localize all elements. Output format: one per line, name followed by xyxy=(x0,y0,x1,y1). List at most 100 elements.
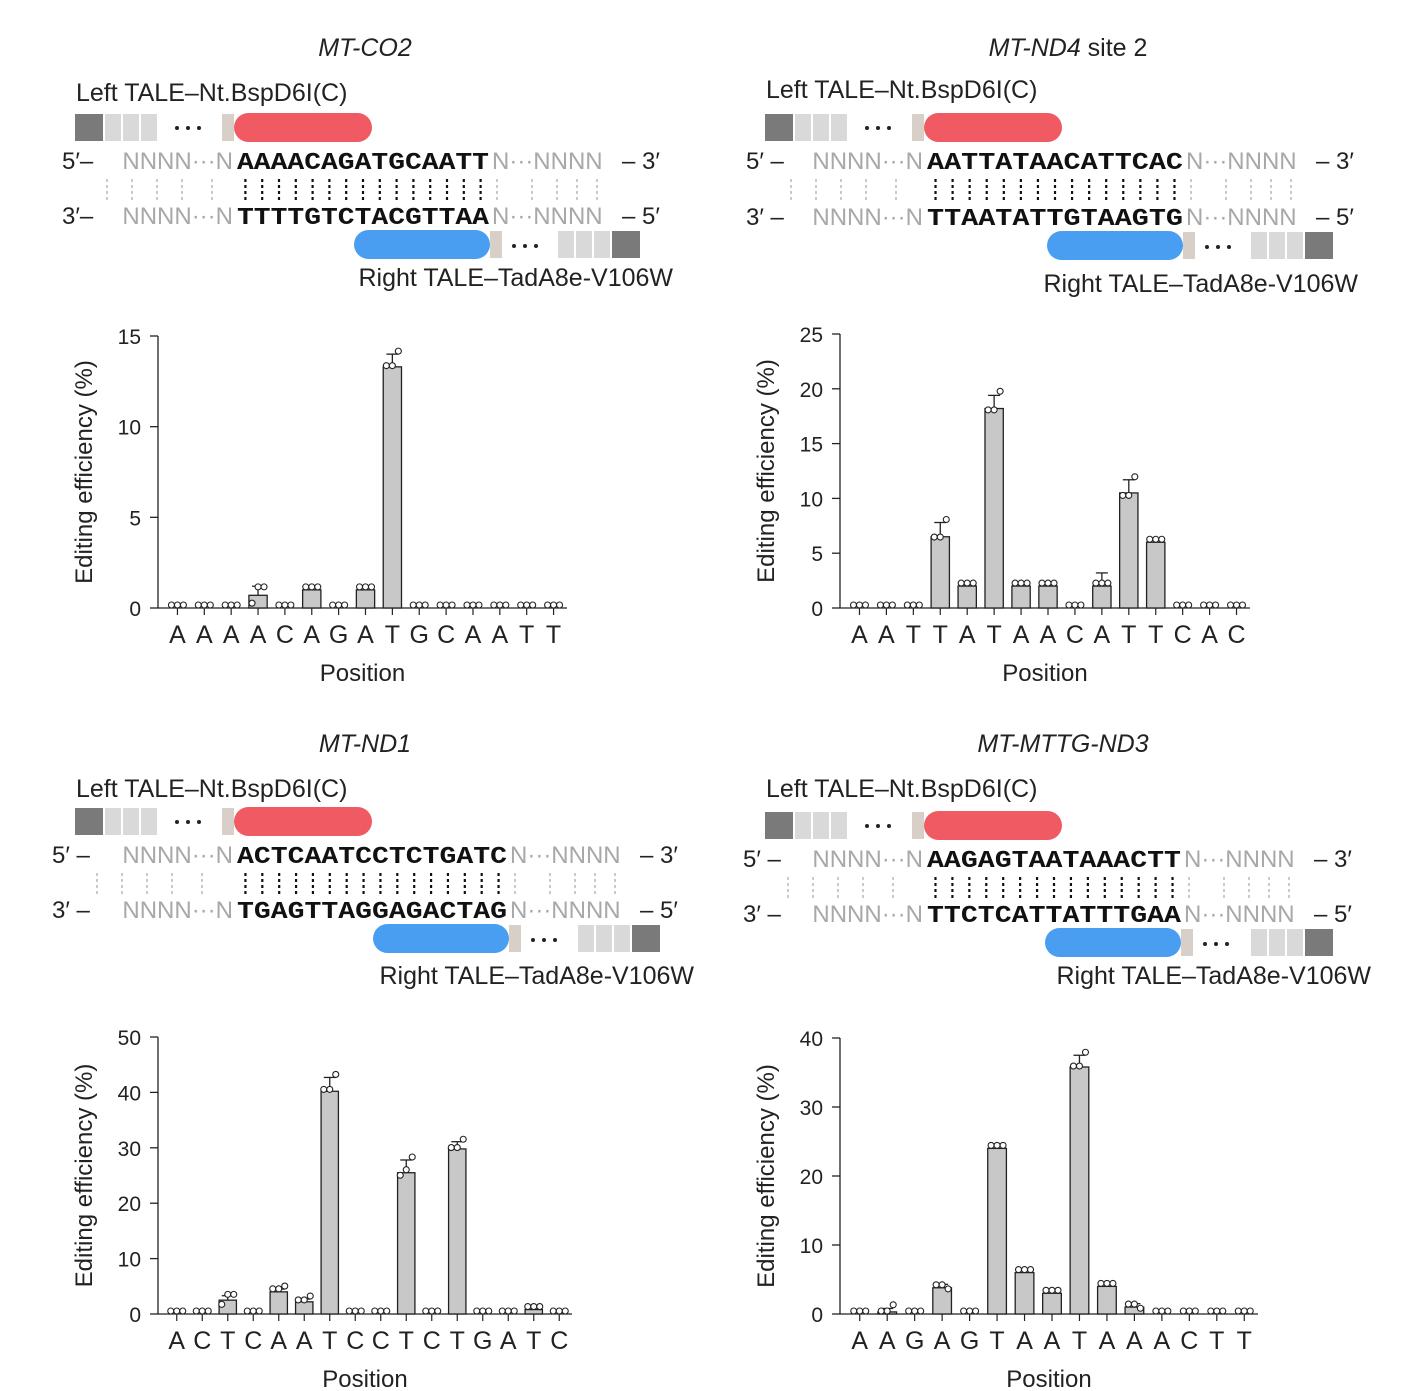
replicate-point xyxy=(1146,535,1154,543)
replicate-point xyxy=(167,601,175,609)
replicate-point xyxy=(1014,1266,1023,1274)
replicate-point xyxy=(1125,491,1133,499)
replicate-point xyxy=(969,579,977,587)
y-tick-label: 0 xyxy=(811,1304,823,1327)
replicate-point xyxy=(987,1141,995,1149)
x-tick-label: C xyxy=(193,1327,211,1355)
bottom-strand-sequence: TTAATATTGTAAGTG xyxy=(927,206,1183,233)
y-tick-label: 10 xyxy=(800,1235,823,1258)
replicate-point xyxy=(862,1307,870,1315)
y-tick-label: 5 xyxy=(811,543,823,566)
replicate-point xyxy=(856,1307,864,1315)
left-repeat-block xyxy=(813,114,829,141)
x-tick-label: A xyxy=(223,621,240,649)
bar xyxy=(396,1172,416,1315)
replicate-point xyxy=(1109,1279,1117,1287)
x-tick-label: A xyxy=(196,621,213,649)
flank-left-top: NNNN···N xyxy=(812,846,923,873)
replicate-point xyxy=(1212,601,1220,609)
replicate-point xyxy=(367,583,376,591)
right-repeat-block xyxy=(1287,929,1303,956)
right-repeat-block xyxy=(1287,232,1303,259)
strand-3prime-left: 3′ – xyxy=(743,901,782,928)
replicate-point xyxy=(850,1307,858,1315)
flank-left-top: NNNN···N xyxy=(122,148,233,175)
replicate-point xyxy=(490,601,498,609)
x-tick-label: C xyxy=(1066,621,1084,649)
ellipsis-dot xyxy=(512,244,516,248)
top-strand-sequence: AAAACAGATGCAATT xyxy=(237,150,489,177)
replicate-point xyxy=(1226,601,1235,609)
replicate-point xyxy=(1081,1048,1090,1056)
replicate-point xyxy=(361,583,370,591)
x-tick-label: C xyxy=(1180,1327,1198,1355)
replicate-point xyxy=(408,1153,416,1161)
replicate-point xyxy=(1238,601,1247,609)
right-linker xyxy=(490,231,502,258)
bar xyxy=(1038,585,1058,609)
bar xyxy=(930,536,951,609)
replicate-point xyxy=(1158,1307,1166,1315)
replicate-point xyxy=(255,1307,263,1315)
replicate-point xyxy=(388,362,396,370)
x-tick-label: T xyxy=(385,621,400,649)
right-tale-deaminase xyxy=(373,924,509,953)
x-tick-label: T xyxy=(546,621,561,649)
x-tick-label: A xyxy=(303,621,320,649)
replicate-point xyxy=(1023,579,1031,587)
replicate-point xyxy=(905,1307,913,1315)
replicate-point xyxy=(1213,1307,1221,1315)
replicate-point xyxy=(448,601,456,609)
y-tick-label: 20 xyxy=(800,1166,823,1189)
top-strand-sequence: AAGAGTAATAAACTT xyxy=(927,848,1181,875)
panel-mt-nd4-site-2: MT-ND4 site 2 Left TALE–Nt.BspD6I(C) 5′ – 3… xyxy=(703,0,1406,695)
replicate-point xyxy=(957,579,965,587)
y-tick-label: 10 xyxy=(800,488,823,511)
right-repeat-block xyxy=(614,925,630,952)
replicate-point xyxy=(218,1300,226,1308)
replicate-point xyxy=(1152,535,1160,543)
ellipsis-dot xyxy=(876,126,880,130)
x-tick-label: T xyxy=(933,621,948,649)
strand-3prime-left: 3′– xyxy=(62,203,94,230)
y-tick-label: 0 xyxy=(129,598,141,621)
left-linker xyxy=(222,114,234,141)
replicate-point xyxy=(1065,601,1073,609)
replicate-point xyxy=(394,347,402,355)
x-tick-label: T xyxy=(1148,621,1163,649)
panel-mt-co2: MT-CO2 Left TALE–Nt.BspD6I(C) 5′– 3′– NNNN··… xyxy=(0,0,703,695)
y-tick-label: 10 xyxy=(118,1249,141,1272)
replicate-point xyxy=(530,1303,538,1311)
replicate-point xyxy=(243,1307,251,1315)
replicate-point xyxy=(167,1307,175,1315)
replicate-point xyxy=(479,1307,487,1315)
x-tick-label: A xyxy=(959,621,976,649)
bar xyxy=(294,1301,314,1315)
replicate-point xyxy=(224,1290,232,1298)
replicate-point xyxy=(536,1303,544,1311)
left-repeat-dark xyxy=(75,114,103,141)
ellipsis-dot xyxy=(175,126,179,130)
replicate-point xyxy=(428,1307,436,1315)
x-tick-label: T xyxy=(526,1327,541,1355)
left-tale-label: Left TALE–Nt.BspD6I(C) xyxy=(766,775,1037,803)
strand-5prime-right: – 5′ xyxy=(1314,901,1352,928)
replicate-point xyxy=(963,579,971,587)
x-axis-title: Position xyxy=(1006,1366,1091,1391)
x-tick-label: T xyxy=(399,1327,414,1355)
replicate-point xyxy=(909,601,917,609)
left-repeat-block xyxy=(123,808,139,835)
replicate-point xyxy=(204,1307,212,1315)
x-tick-label: A xyxy=(169,621,186,649)
replicate-point xyxy=(1071,601,1079,609)
replicate-point xyxy=(990,406,998,414)
flank-right-top: N···NNNN xyxy=(492,148,603,175)
x-tick-label: G xyxy=(960,1327,979,1355)
x-tick-label: T xyxy=(322,1327,337,1355)
replicate-point xyxy=(498,1307,506,1315)
replicate-point xyxy=(1232,601,1241,609)
left-tale-label: Left TALE–Nt.BspD6I(C) xyxy=(76,775,347,803)
gene-name: MT-CO2 xyxy=(318,34,412,62)
replicate-point xyxy=(1219,1307,1227,1315)
